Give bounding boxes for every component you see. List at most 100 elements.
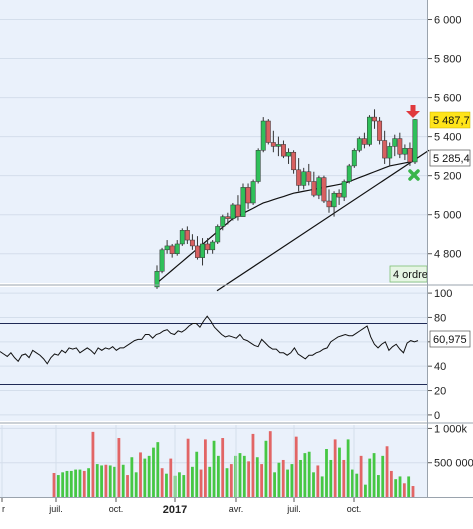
candle [321, 175, 327, 203]
price-tick-label: 5 400 [434, 132, 462, 144]
candle [382, 130, 388, 164]
price-tick-label: 5 000 [434, 210, 462, 222]
volume-bar [191, 466, 194, 497]
volume-bar [264, 440, 268, 497]
candle-body [210, 241, 216, 251]
candle-body [372, 116, 377, 122]
volume-bar [221, 438, 225, 497]
price-candles[interactable] [154, 109, 418, 289]
volume-bar [242, 455, 246, 497]
candle-body [392, 138, 398, 147]
candle [260, 117, 266, 153]
candle-body [377, 120, 383, 141]
candle-body [412, 119, 418, 163]
candle [189, 234, 195, 250]
candle-body [296, 169, 302, 186]
price-tick-label: 5 800 [434, 54, 462, 66]
volume-bar [69, 470, 73, 497]
volume-bar [312, 472, 315, 497]
candle-body [164, 245, 170, 251]
volume-tick-label: 1 000k [434, 423, 468, 435]
candle-body [402, 148, 408, 155]
candle [159, 247, 165, 274]
volume-bar [389, 470, 393, 497]
volume-bar [117, 438, 121, 497]
volume-bar [277, 462, 281, 497]
volume-bar [152, 447, 155, 497]
candle-body [220, 216, 226, 227]
candle [351, 148, 357, 168]
price-tick-label: 5 200 [434, 171, 462, 183]
candle-body [382, 140, 388, 159]
volume-bar [165, 473, 168, 497]
candle-body [154, 271, 160, 288]
rsi-tick-label: 80 [434, 312, 446, 324]
volume-bar [303, 453, 307, 497]
volume-bar [74, 469, 78, 497]
arrow-down-icon[interactable] [406, 105, 420, 118]
candle [174, 240, 180, 256]
time-tick-label: oct. [109, 504, 124, 514]
price-panel-bg [0, 0, 427, 283]
candle-body [179, 230, 185, 245]
candle-body [200, 243, 205, 258]
volume-bar [121, 464, 125, 497]
volume-bar [294, 436, 298, 497]
moving-average-line [156, 159, 416, 284]
volume-bar [147, 455, 151, 497]
volume-bar [411, 486, 415, 497]
volume-bar [208, 466, 212, 497]
volume-bar [376, 475, 380, 497]
volume-bar [134, 472, 138, 497]
volume-bar [398, 476, 402, 497]
candle-body [205, 243, 211, 251]
candle-body [346, 165, 352, 182]
volume-bar [394, 479, 398, 497]
volume-bar [299, 459, 302, 497]
candle [367, 115, 372, 147]
candle-body [301, 171, 307, 186]
price-tick-label: 4 800 [434, 249, 462, 261]
candle-body [351, 150, 357, 167]
orders-badge[interactable]: 4 ordre [389, 265, 428, 283]
candle [164, 240, 170, 254]
candle [407, 142, 413, 166]
price-tick-label: 5 600 [434, 93, 462, 105]
volume-bar [385, 446, 389, 497]
volume-bar [372, 453, 376, 497]
candle [412, 119, 418, 164]
cross-icon[interactable] [408, 169, 420, 181]
candle [306, 163, 312, 186]
volume-bar [359, 455, 363, 497]
candle-body [169, 245, 175, 254]
candle-body [230, 204, 236, 219]
candle [336, 189, 342, 205]
candle [316, 175, 322, 200]
candle [392, 134, 398, 157]
volume-bar [91, 431, 95, 497]
volume-bar [199, 469, 203, 497]
volume-bar [281, 459, 285, 497]
volume-bar [78, 469, 82, 497]
volume-bar [355, 473, 359, 497]
support-trendline[interactable] [216, 149, 430, 292]
candle-body [321, 177, 327, 202]
volume-bar [333, 439, 337, 497]
volume-axis: 500 000 1 000k [427, 423, 473, 470]
volume-bar [381, 455, 385, 497]
time-tick-label: 2017 [163, 504, 187, 516]
volume-bar [104, 464, 108, 497]
volume-bar [238, 453, 242, 497]
candle-body [225, 216, 231, 219]
rsi-line [0, 315, 419, 365]
rsi-polyline [0, 315, 419, 365]
candle-body [235, 204, 241, 217]
candle [230, 202, 236, 221]
candle [331, 191, 337, 217]
volume-bar [273, 472, 276, 497]
rsi-tick-label: 40 [434, 361, 446, 373]
time-tick-label: oct. [347, 504, 362, 514]
current-price-label: 5 487,7 [429, 111, 471, 129]
candle-body [367, 116, 372, 145]
